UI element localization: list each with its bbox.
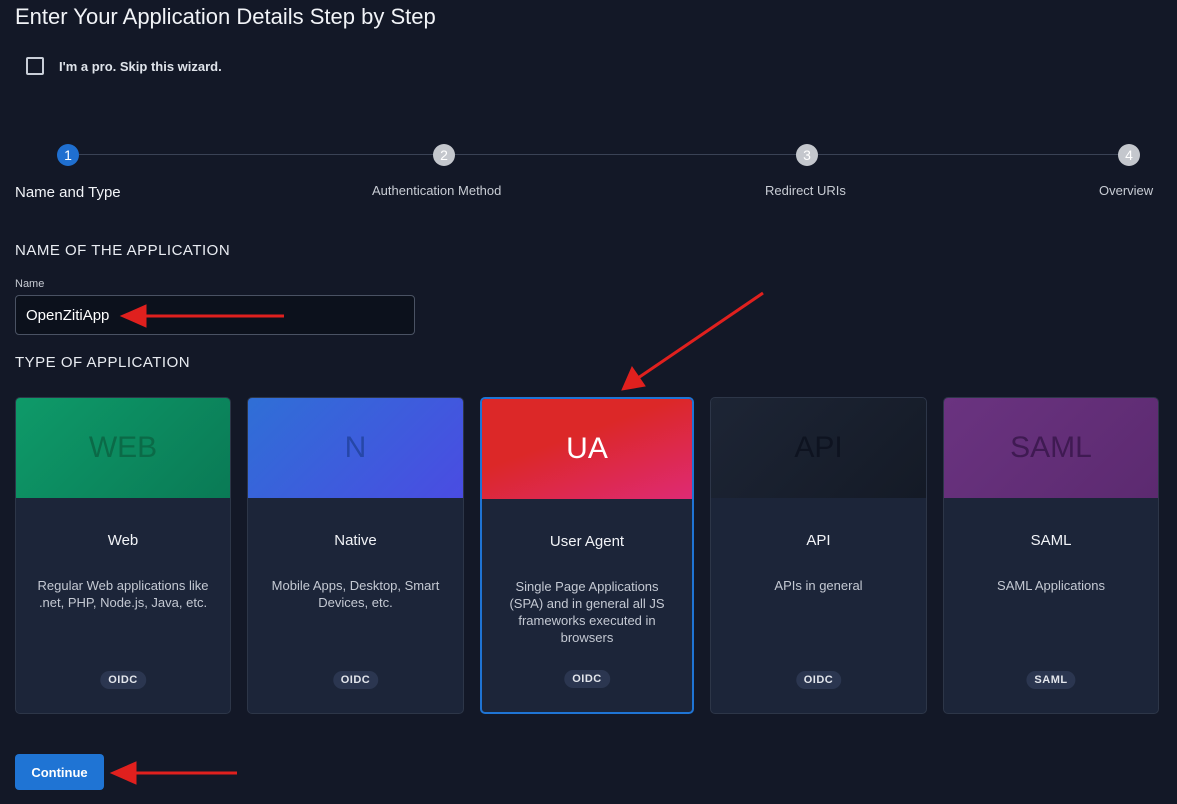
continue-button[interactable]: Continue [15,754,104,790]
card-title: API [806,532,831,549]
card-header: N [248,398,463,498]
card-title: SAML [1030,532,1072,549]
card-header: WEB [16,398,230,498]
checkbox-icon[interactable] [26,57,44,75]
card-description: Single Page Applications (SPA) and in ge… [509,579,665,645]
step-4-indicator: 4 [1118,144,1140,166]
app-type-card-user-agent[interactable]: UA User Agent Single Page Applications (… [480,397,694,714]
step-3-indicator: 3 [796,144,818,166]
step-2-label: Authentication Method [372,183,502,198]
card-header: SAML [944,398,1158,498]
protocol-badge: OIDC [100,671,146,689]
protocol-badge: OIDC [332,671,379,689]
step-3-label: Redirect URIs [765,183,846,198]
card-title: Native [334,532,377,549]
name-field-label: Name [15,278,45,290]
protocol-badge: OIDC [795,671,842,689]
card-header: API [711,398,926,498]
app-type-card-saml[interactable]: SAML SAML SAML Applications SAML [943,397,1159,714]
protocol-badge: SAML [1026,671,1076,689]
arrow-icon [109,761,137,785]
arrow-icon [637,291,764,380]
skip-wizard-checkbox[interactable]: I'm a pro. Skip this wizard. [26,57,222,75]
name-section-heading: NAME OF THE APPLICATION [15,242,231,259]
app-type-card-native[interactable]: N Native Mobile Apps, Desktop, Smart Dev… [247,397,464,714]
card-description: Regular Web applications like .net, PHP,… [37,578,209,610]
card-header: UA [482,399,692,499]
step-1-indicator: 1 [57,144,79,166]
step-4-label: Overview [1099,183,1154,198]
card-description: APIs in general [774,578,863,593]
skip-wizard-label: I'm a pro. Skip this wizard. [59,58,222,74]
card-title: User Agent [549,533,625,550]
app-type-card-api[interactable]: API API APIs in general OIDC [710,397,927,714]
page-title: Enter Your Application Details Step by S… [15,4,436,29]
step-1-label: Name and Type [15,184,121,201]
name-input[interactable] [15,295,415,335]
arrow-icon [621,365,646,391]
step-2-indicator: 2 [433,144,455,166]
card-description: SAML Applications [997,578,1105,593]
card-title: Web [107,532,139,549]
type-section-heading: TYPE OF APPLICATION [15,354,191,371]
protocol-badge: OIDC [564,670,610,688]
card-description: Mobile Apps, Desktop, Smart Devices, etc… [271,578,440,610]
app-type-card-web[interactable]: WEB Web Regular Web applications like .n… [15,397,231,714]
